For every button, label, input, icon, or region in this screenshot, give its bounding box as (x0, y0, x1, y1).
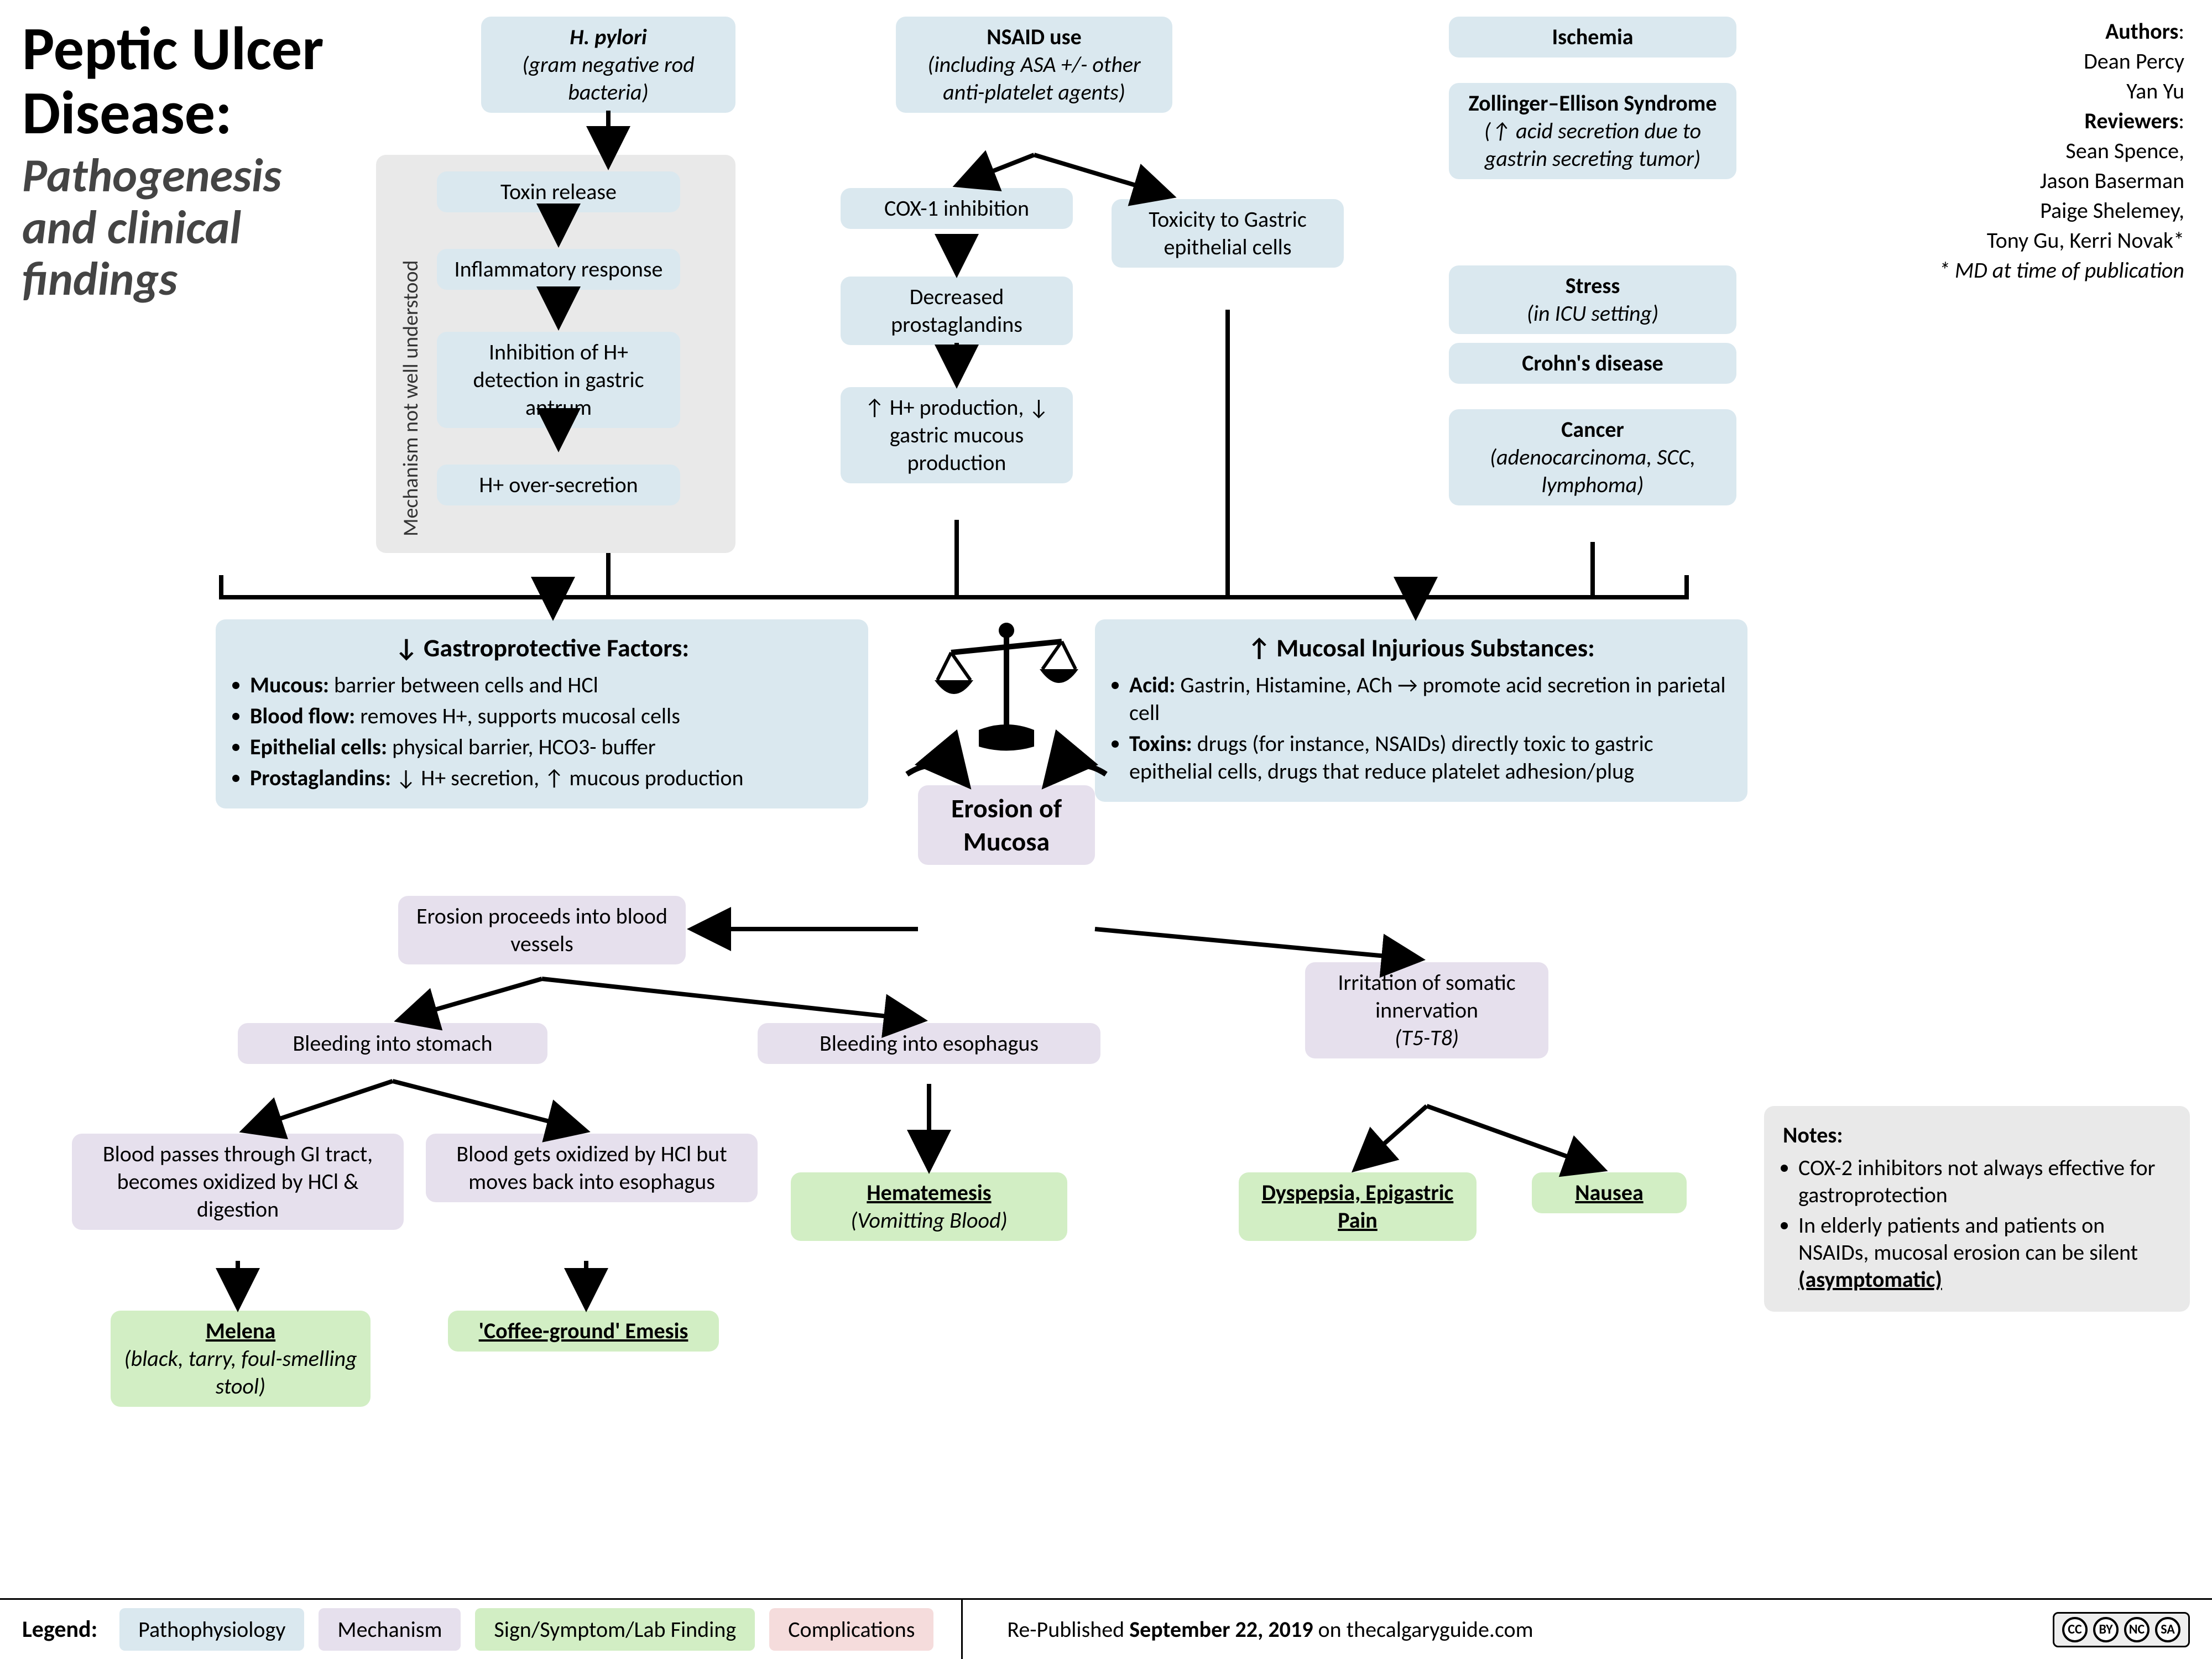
notes-title: Notes: (1783, 1121, 2171, 1149)
melena-title: Melena (206, 1317, 275, 1344)
injurious-title: ↑ Mucosal Injurious Substances: (1114, 633, 1729, 665)
hemat-title: Hematemesis (867, 1179, 991, 1206)
pub-date: September 22, 2019 (1129, 1616, 1313, 1643)
coffee-title: 'Coffee-ground' Emesis (479, 1317, 688, 1344)
pub-suffix: on thecalgaryguide.com (1313, 1616, 1533, 1643)
nsaid-chain-0: COX-1 inhibition (841, 188, 1073, 229)
legend-chip: Mechanism (319, 1608, 461, 1651)
node-bleed-stomach: Bleeding into stomach (238, 1023, 547, 1064)
sign-nausea: Nausea (1532, 1172, 1687, 1213)
nsaid-chain-2: ↑ H+ production, ↓ gastric mucous produc… (841, 387, 1073, 483)
node-gastroprotective: ↓ Gastroprotective Factors: Mucous: barr… (216, 619, 868, 808)
legend-chip: Complications (769, 1608, 933, 1651)
node-bleed-esophagus: Bleeding into esophagus (758, 1023, 1100, 1064)
title-line2: Disease: (22, 75, 232, 150)
irrit-text: Irritation of somatic innervation (1338, 969, 1515, 1024)
cause-2: Stress(in ICU setting) (1449, 265, 1736, 334)
node-oxidized-back: Blood gets oxidized by HCl but moves bac… (426, 1134, 758, 1202)
cause-0: Ischemia (1449, 17, 1736, 58)
hp-chain-1: Inflammatory response (437, 249, 680, 290)
authors-note: * MD at time of publication (1939, 255, 2184, 285)
hp-chain-2: Inhibition of H+ detection in gastric an… (437, 332, 680, 428)
node-erodes-vessels: Erosion proceeds into blood vessels (398, 896, 686, 964)
legend-bar: Legend: Pathophysiology Mechanism Sign/Sym… (0, 1598, 2212, 1659)
authors-names: Dean Percy Yan Yu (1939, 46, 2184, 106)
title-sub: Pathogenesis and clinical findings (22, 147, 281, 307)
hpylori-title: H. pylori (494, 23, 722, 51)
node-nsaid: NSAID use (including ASA +/- other anti-… (896, 17, 1172, 113)
reviewers-names: Sean Spence, Jason Baserman Paige Shelem… (1939, 136, 2184, 255)
legend-chip: Sign/Symptom/Lab Finding (475, 1608, 755, 1651)
sign-melena: Melena (black, tarry, foul-smelling stoo… (111, 1311, 371, 1407)
nsaid-chain-1: Decreased prostaglandins (841, 276, 1073, 345)
sign-coffee-ground: 'Coffee-ground' Emesis (448, 1311, 719, 1352)
injurious-list: Acid: Gastrin, Histamine, ACh → promote … (1114, 671, 1729, 785)
hp-chain-3: H+ over-secretion (437, 465, 680, 505)
hemat-sub: (Vomitting Blood) (851, 1207, 1008, 1234)
gastro-list: Mucous: barrier between cells and HClBlo… (234, 671, 849, 792)
pub-prefix: Re-Published (1007, 1616, 1129, 1643)
cause-3: Crohn's disease (1449, 343, 1736, 384)
legend-chip: Pathophysiology (119, 1608, 304, 1651)
sign-hematemesis: Hematemesis (Vomitting Blood) (791, 1172, 1067, 1241)
node-injurious: ↑ Mucosal Injurious Substances: Acid: Ga… (1095, 619, 1747, 802)
nsaid-title: NSAID use (909, 23, 1159, 51)
nausea-title: Nausea (1575, 1179, 1643, 1206)
authors-label: Authors (2105, 18, 2178, 45)
irrit-sub: (T5-T8) (1395, 1024, 1459, 1051)
side-label: Mechanism not well understood (398, 260, 424, 536)
dysp-title: Dyspepsia, Epigastric Pain (1262, 1179, 1454, 1234)
nsaid-sub: (including ASA +/- other anti-platelet a… (909, 51, 1159, 106)
balance-scale-icon (929, 619, 1084, 769)
sign-dyspepsia: Dyspepsia, Epigastric Pain (1239, 1172, 1477, 1241)
hp-chain-0: Toxin release (437, 171, 680, 212)
cc-license-icon: CCBYNCSA (2053, 1612, 2190, 1647)
page-title: Peptic Ulcer Disease: Pathogenesis and c… (22, 17, 365, 305)
notes-box: Notes: COX-2 inhibitors not always effec… (1764, 1106, 2190, 1312)
legend-label: Legend: (22, 1615, 97, 1644)
gastro-title: ↓ Gastroprotective Factors: (234, 633, 849, 665)
melena-sub: (black, tarry, foul-smelling stool) (124, 1345, 357, 1400)
cause-1: Zollinger–Ellison Syndrome(↑ acid secret… (1449, 83, 1736, 179)
cause-4: Cancer(adenocarcinoma, SCC, lymphoma) (1449, 409, 1736, 505)
node-irritation: Irritation of somatic innervation (T5-T8… (1305, 962, 1548, 1058)
node-gi-oxidized: Blood passes through GI tract, becomes o… (72, 1134, 404, 1230)
node-erosion: Erosion of Mucosa (918, 785, 1095, 865)
node-hpylori: H. pylori (gram negative rod bacteria) (481, 17, 735, 113)
reviewers-label: Reviewers (2084, 107, 2178, 134)
authors-block: Authors: Dean Percy Yan Yu Reviewers: Se… (1939, 17, 2184, 285)
publication-info: Re-Published September 22, 2019 on theca… (1007, 1616, 1533, 1643)
hpylori-sub: (gram negative rod bacteria) (494, 51, 722, 106)
node-nsaid-toxicity: Toxicity to Gastric epithelial cells (1112, 199, 1344, 268)
notes-list: COX-2 inhibitors not always effective fo… (1783, 1154, 2171, 1293)
